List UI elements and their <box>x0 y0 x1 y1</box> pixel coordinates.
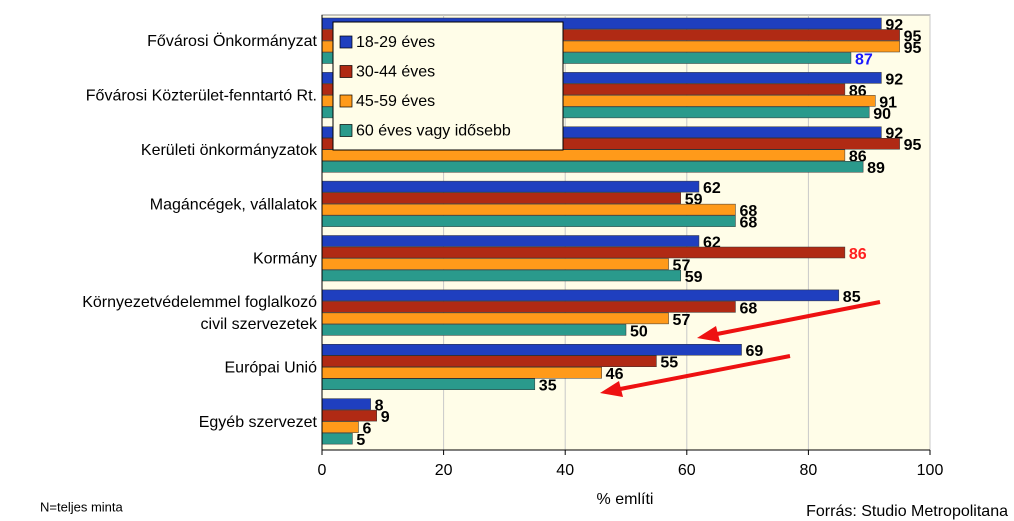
y-tick-label: Egyéb szervezet <box>199 414 318 431</box>
bar <box>321 269 681 282</box>
value-label: 8 <box>375 398 384 415</box>
bar <box>321 203 736 216</box>
source: Forrás: Studio Metropolitana <box>806 503 1008 520</box>
x-tick-label: 40 <box>556 462 574 479</box>
value-label: 90 <box>873 106 891 123</box>
arrow-head <box>697 326 720 342</box>
arrow-head <box>600 381 623 397</box>
value-label: 68 <box>739 215 757 232</box>
value-label: 5 <box>356 432 365 449</box>
value-label: 55 <box>660 355 678 372</box>
bar <box>321 432 353 445</box>
bar <box>321 398 371 410</box>
arrow <box>711 300 881 337</box>
x-tick-label: 80 <box>800 462 818 479</box>
legend-box <box>332 21 564 151</box>
value-label: 91 <box>879 94 897 111</box>
bar <box>321 180 700 193</box>
bar <box>321 344 742 356</box>
legend-label: 18-29 éves <box>356 34 435 51</box>
y-tick-label: Kormány <box>253 251 317 268</box>
bar <box>321 161 864 173</box>
value-label: 57 <box>673 312 691 329</box>
x-tick-label: 60 <box>678 462 696 479</box>
y-tick-label: Környezetvédelemmel foglalkozó civil szer… <box>82 294 318 333</box>
x-tick-label: 20 <box>435 462 453 479</box>
y-tick-label: Magáncégek, vállalatok <box>150 197 318 214</box>
bar <box>321 312 669 325</box>
y-tick-label: Kerületi önkormányzatok <box>141 142 318 159</box>
legend-swatch <box>339 124 353 137</box>
value-label: 95 <box>904 40 922 57</box>
x-tick-label: 0 <box>318 462 327 479</box>
bar <box>321 367 602 379</box>
legend-swatch <box>339 35 353 49</box>
value-label: 62 <box>703 180 721 197</box>
value-label: 95 <box>904 28 922 45</box>
legend-label: 60 éves vagy idősebb <box>356 123 511 140</box>
bar <box>321 289 840 302</box>
bar <box>321 409 377 422</box>
note: N=teljes minta <box>40 499 123 514</box>
bar <box>321 421 359 433</box>
value-label: 95 <box>904 137 922 154</box>
bar <box>321 378 536 390</box>
value-label: 92 <box>885 71 903 88</box>
bar <box>321 258 669 270</box>
bar <box>321 215 736 227</box>
value-label: 6 <box>362 421 371 438</box>
bar <box>321 149 846 161</box>
value-label: 89 <box>867 160 885 177</box>
x-axis-label: % említi <box>597 491 654 508</box>
bar <box>321 235 700 247</box>
arrow <box>614 354 791 392</box>
value-label: 9 <box>381 409 390 426</box>
value-label: 68 <box>739 300 757 317</box>
legend-label: 45-59 éves <box>356 93 435 110</box>
value-label: 85 <box>843 289 861 306</box>
value-label: 68 <box>739 203 757 220</box>
legend-swatch <box>339 94 353 108</box>
value-label: 69 <box>746 343 764 360</box>
bar <box>321 246 846 259</box>
value-label: 87 <box>855 51 873 68</box>
value-label: 86 <box>849 246 867 263</box>
y-tick-label: Fővárosi Önkormányzat <box>147 32 317 50</box>
y-tick-label: Európai Unió <box>225 360 318 377</box>
bar <box>321 355 657 367</box>
legend-swatch <box>339 65 353 78</box>
legend: 18-29 éves 30-44 éves 45-59 éves 60 éves va… <box>332 21 564 151</box>
bar <box>321 324 627 336</box>
legend-label: 30-44 éves <box>356 64 435 81</box>
value-label: 46 <box>606 366 624 383</box>
value-label: 50 <box>630 323 648 340</box>
value-label: 59 <box>685 269 703 286</box>
bar <box>321 192 681 204</box>
bar <box>321 301 736 313</box>
y-tick-label: Fővárosi Közterület-fenntartó Rt. <box>86 88 317 105</box>
annotation-arrows <box>600 300 881 397</box>
value-label: 35 <box>539 378 557 395</box>
x-tick-label: 100 <box>917 462 944 479</box>
